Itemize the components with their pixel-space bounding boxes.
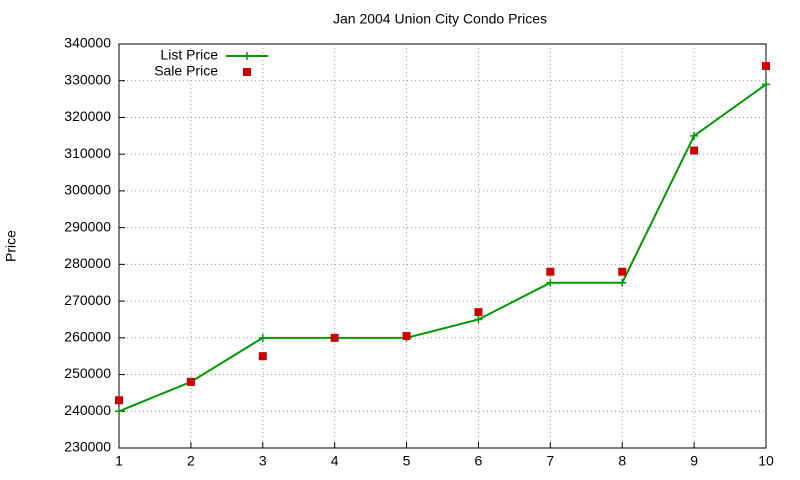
plus-marker [690,131,699,140]
y-tick-label: 270000 [64,292,111,308]
x-tick-label: 8 [618,453,626,469]
y-tick-label: 240000 [64,402,111,418]
y-tick-label: 290000 [64,218,111,234]
plus-marker [115,407,123,416]
square-marker [330,333,339,342]
square-marker [258,352,267,361]
y-tick-label: 260000 [64,329,111,345]
x-tick-label: 5 [403,453,411,469]
legend-marker [243,68,251,76]
legend-label: Sale Price [154,63,218,79]
square-marker [546,267,555,276]
legend-marker [243,52,251,60]
plus-marker [762,80,770,89]
plus-marker [546,278,555,287]
x-tick-label: 9 [690,453,698,469]
legend-label: List Price [160,47,218,63]
y-axis-label: Price [3,230,19,262]
square-marker [690,146,699,155]
y-tick-label: 300000 [64,182,111,198]
y-tick-label: 250000 [64,365,111,381]
x-tick-label: 3 [259,453,267,469]
square-marker [115,396,123,405]
y-tick-label: 310000 [64,145,111,161]
y-tick-label: 280000 [64,255,111,271]
y-tick-label: 230000 [64,439,111,455]
series-line [118,83,767,413]
y-tick-label: 330000 [64,71,111,87]
square-marker [618,267,627,276]
square-marker [762,62,770,71]
square-marker [474,308,483,317]
x-tick-label: 10 [758,453,774,469]
x-tick-label: 1 [115,453,123,469]
y-tick-label: 320000 [64,108,111,124]
x-tick-label: 2 [187,453,195,469]
plus-marker [474,315,483,324]
plot-frame [118,43,767,449]
square-marker [402,331,411,340]
x-tick-label: 6 [475,453,483,469]
chart-title: Jan 2004 Union City Condo Prices [333,11,547,27]
x-tick-label: 4 [331,453,339,469]
y-tick-label: 340000 [64,35,111,51]
x-tick-label: 7 [546,453,554,469]
square-marker [186,377,195,386]
plus-marker [618,278,627,287]
plus-marker [258,333,267,342]
